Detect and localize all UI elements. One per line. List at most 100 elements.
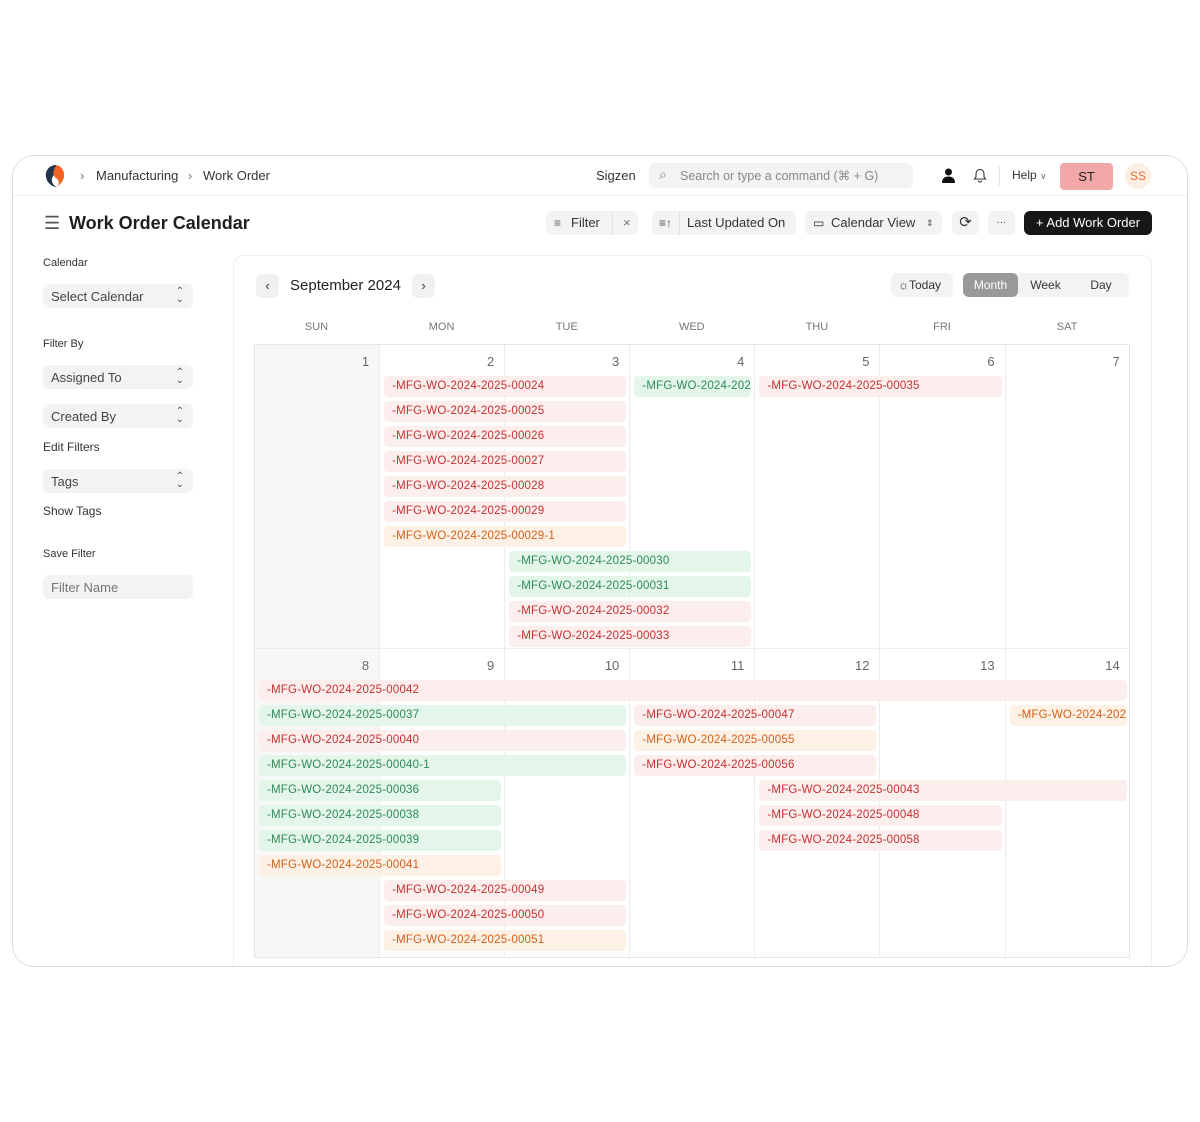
- calendar-icon: ▭: [813, 216, 825, 230]
- filter-group: ≡ Filter ×: [546, 211, 638, 235]
- view-switcher[interactable]: ▭ Calendar View ⇕: [805, 211, 942, 235]
- chevron-updown-icon: ⌃ ⌄: [175, 286, 184, 305]
- event-work-order[interactable]: -MFG-WO-2024-2025-00040-1: [259, 755, 627, 776]
- day-cell[interactable]: 13: [881, 649, 1006, 957]
- month-grid: 1 2 3 4 5 6 7 -MFG-WO-2024-2025-00024 -MFG-WO-20…: [254, 344, 1130, 958]
- next-month-button[interactable]: ›: [412, 274, 435, 298]
- day-number: 4: [737, 354, 745, 369]
- event-work-order[interactable]: -MFG-WO-2024-2025-00025: [384, 401, 627, 422]
- filter-name-input[interactable]: [43, 575, 193, 599]
- calendar-select[interactable]: Select Calendar ⌃ ⌄: [43, 284, 193, 308]
- sort-icon[interactable]: ≡↑: [659, 216, 673, 230]
- show-tags-link[interactable]: Show Tags: [43, 504, 102, 518]
- day-cell[interactable]: 10: [505, 649, 631, 957]
- filter-button[interactable]: Filter: [571, 215, 600, 230]
- event-work-order[interactable]: -MFG-WO-2024-2025-00027: [384, 451, 627, 472]
- tab-month[interactable]: Month: [963, 273, 1018, 297]
- more-button[interactable]: ···: [988, 211, 1015, 235]
- day-cell[interactable]: 3: [505, 345, 631, 649]
- company-switcher[interactable]: Sigzen: [596, 168, 636, 183]
- event-work-order[interactable]: -MFG-WO-2024-2025-00043: [759, 780, 1127, 801]
- day-number: 14: [1105, 658, 1120, 673]
- breadcrumb-manufacturing[interactable]: Manufacturing: [96, 168, 179, 183]
- event-work-order[interactable]: -MFG-WO-2024-2025-00026: [384, 426, 627, 447]
- search-input[interactable]: ⌕ Search or type a command (⌘ + G): [649, 163, 913, 188]
- event-work-order[interactable]: -MFG-WO-2024-202: [634, 376, 752, 397]
- day-number: 6: [987, 354, 995, 369]
- filter-by-label: Filter By: [43, 338, 84, 350]
- help-menu[interactable]: Help ∨: [1012, 168, 1047, 182]
- event-work-order[interactable]: -MFG-WO-2024-2025-00037: [259, 705, 627, 726]
- event-work-order[interactable]: -MFG-WO-2024-2025-00036: [259, 780, 502, 801]
- clear-filter-icon[interactable]: ×: [623, 215, 631, 230]
- refresh-button[interactable]: ⟳: [952, 211, 979, 235]
- day-cell[interactable]: 1: [255, 345, 381, 649]
- app-logo[interactable]: [43, 164, 69, 188]
- day-cell[interactable]: 9: [380, 649, 506, 957]
- add-work-order-button[interactable]: + Add Work Order: [1024, 211, 1152, 235]
- refresh-icon: ⟳: [959, 214, 972, 231]
- assigned-to-select[interactable]: Assigned To ⌃ ⌄: [43, 365, 193, 389]
- day-number: 5: [862, 354, 870, 369]
- weekday-header: SAT: [1056, 321, 1078, 333]
- event-work-order[interactable]: -MFG-WO-2024-2025-00029: [384, 501, 627, 522]
- breadcrumb-work-order[interactable]: Work Order: [203, 168, 270, 183]
- navbar: › Manufacturing › Work Order Sigzen ⌕ Se…: [13, 156, 1187, 196]
- event-work-order[interactable]: -MFG-WO-2024-2025-00048: [759, 805, 1002, 826]
- event-work-order[interactable]: -MFG-WO-2024-2025-00024: [384, 376, 627, 397]
- event-work-order[interactable]: -MFG-WO-2024-2025-00035: [759, 376, 1002, 397]
- day-cell[interactable]: 14: [1006, 649, 1129, 957]
- prev-month-button[interactable]: ‹: [256, 274, 279, 298]
- tags-select[interactable]: Tags ⌃ ⌄: [43, 469, 193, 493]
- tab-week[interactable]: Week: [1030, 278, 1061, 292]
- chevron-right-icon: ›: [188, 168, 193, 183]
- search-icon: ⌕: [659, 166, 667, 182]
- day-cell[interactable]: 11: [630, 649, 756, 957]
- avatar[interactable]: SS: [1125, 163, 1151, 189]
- event-work-order[interactable]: -MFG-WO-2024-202: [1009, 705, 1127, 726]
- edit-filters-link[interactable]: Edit Filters: [43, 440, 100, 454]
- today-label: Today: [909, 278, 942, 292]
- divider: [999, 166, 1000, 186]
- day-number: 10: [604, 658, 620, 673]
- day-number: 13: [980, 658, 995, 673]
- sort-button[interactable]: Last Updated On: [687, 215, 786, 230]
- bell-icon[interactable]: [973, 168, 987, 183]
- event-work-order[interactable]: -MFG-WO-2024-2025-00050: [384, 905, 627, 926]
- event-work-order[interactable]: -MFG-WO-2024-2025-00038: [259, 805, 502, 826]
- event-work-order[interactable]: -MFG-WO-2024-2025-00031: [509, 576, 752, 597]
- today-button[interactable]: ☼Today: [891, 273, 953, 297]
- assigned-to-value: Assigned To: [51, 370, 122, 385]
- event-work-order[interactable]: -MFG-WO-2024-2025-00028: [384, 476, 627, 497]
- day-cell[interactable]: 12: [755, 649, 881, 957]
- menu-icon[interactable]: ☰: [44, 213, 61, 233]
- event-work-order[interactable]: -MFG-WO-2024-2025-00049: [384, 880, 627, 901]
- day-number: 12: [855, 658, 870, 673]
- event-work-order[interactable]: -MFG-WO-2024-2025-00032: [509, 601, 752, 622]
- day-number: 8: [361, 658, 370, 673]
- event-work-order[interactable]: -MFG-WO-2024-2025-00051: [384, 930, 627, 951]
- event-work-order[interactable]: -MFG-WO-2024-2025-00042: [259, 680, 1127, 701]
- user-icon[interactable]: [942, 168, 955, 183]
- event-work-order[interactable]: -MFG-WO-2024-2025-00029-1: [384, 526, 627, 547]
- event-work-order[interactable]: -MFG-WO-2024-2025-00040: [259, 730, 627, 751]
- day-cell[interactable]: 4: [630, 345, 756, 649]
- day-cell[interactable]: 2: [380, 345, 506, 649]
- day-cell[interactable]: 5: [755, 345, 881, 649]
- event-work-order[interactable]: -MFG-WO-2024-2025-00056: [634, 755, 877, 776]
- day-cell[interactable]: 6: [880, 345, 1006, 649]
- event-work-order[interactable]: -MFG-WO-2024-2025-00030: [509, 551, 752, 572]
- event-work-order[interactable]: -MFG-WO-2024-2025-00055: [634, 730, 877, 751]
- tab-day[interactable]: Day: [1090, 278, 1112, 292]
- created-by-select[interactable]: Created By ⌃ ⌄: [43, 404, 193, 428]
- user-badge[interactable]: ST: [1060, 163, 1113, 190]
- event-work-order[interactable]: -MFG-WO-2024-2025-00039: [259, 830, 502, 851]
- day-cell[interactable]: 7: [1005, 345, 1129, 649]
- day-number: 7: [1112, 354, 1120, 369]
- event-work-order[interactable]: -MFG-WO-2024-2025-00047: [634, 705, 877, 726]
- event-work-order[interactable]: -MFG-WO-2024-2025-00041: [259, 855, 502, 876]
- search-placeholder: Search or type a command (⌘ + G): [680, 169, 879, 183]
- view-label: Calendar View: [831, 215, 916, 230]
- event-work-order[interactable]: -MFG-WO-2024-2025-00058: [759, 830, 1002, 851]
- event-work-order[interactable]: -MFG-WO-2024-2025-00033: [509, 626, 752, 647]
